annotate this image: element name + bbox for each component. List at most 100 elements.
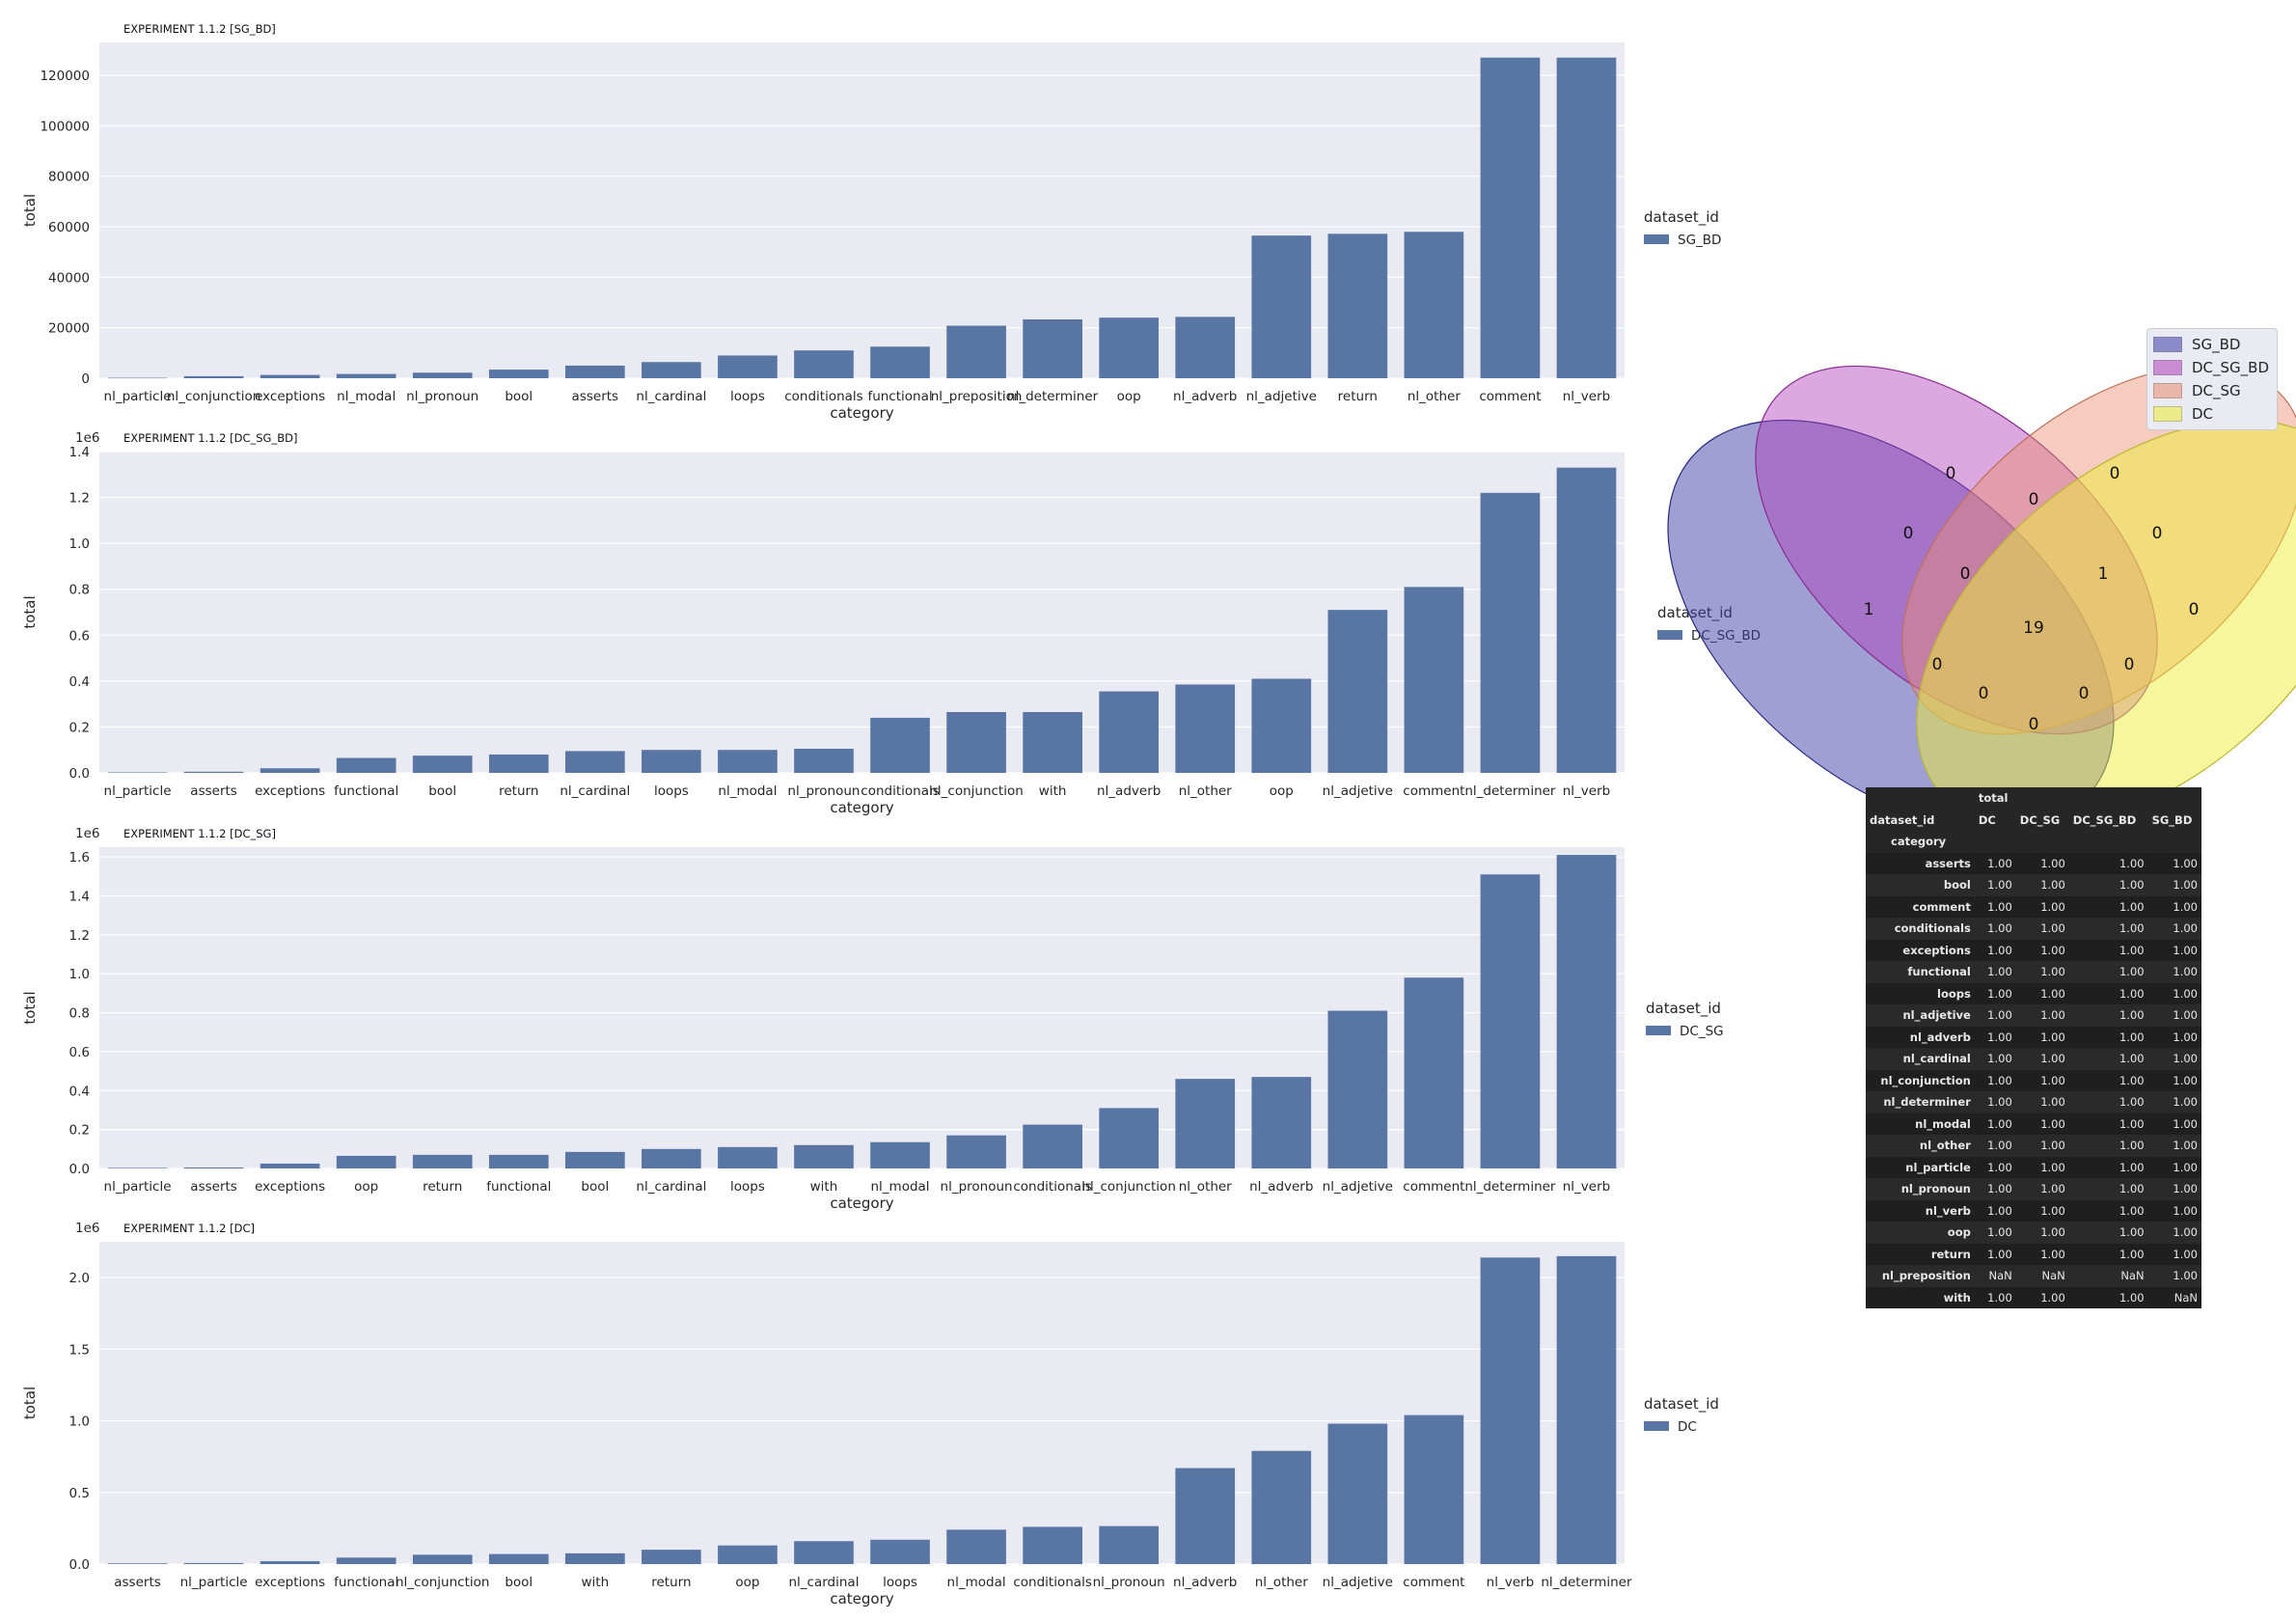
x-tick-label: comment [1479,389,1541,404]
table-row-label: conditionals [1866,918,1975,940]
table-cell: 1.00 [2068,918,2148,940]
table-cell: 1.00 [2015,939,2069,961]
bar [870,717,930,773]
table-cell: 1.00 [2147,1135,2201,1157]
table-cell: 1.00 [2147,895,2201,918]
bar [1023,1124,1082,1168]
table-cell: 1.00 [2015,1048,2069,1070]
x-tick-label: functional [334,1575,398,1590]
bar [183,771,244,773]
table-row-index-name: category [1866,831,1975,853]
legend-title: dataset_id [1644,208,1719,227]
table-cell: 1.00 [2015,1156,2069,1178]
bar [1480,492,1541,773]
y-tick-label: 0.6 [69,628,90,644]
table-cell: 1.00 [2015,874,2069,896]
table-cell: 1.00 [2147,1048,2201,1070]
bar [488,754,549,773]
bar [183,1562,244,1564]
x-tick-label: nl_particle [104,1179,172,1195]
x-tick-label: oop [735,1575,759,1590]
bar [642,1550,701,1564]
table-row: functional 1.00 1.00 1.00 1.00 [1866,961,2201,983]
y-tick-label: 0.8 [69,1006,90,1022]
table-row-label: nl_adverb [1866,1026,1975,1048]
x-tick-label: nl_modal [337,389,396,404]
table-cell: 1.00 [2147,1199,2201,1222]
table-cell: 1.00 [2068,1026,2148,1048]
y-tick-label: 0.2 [69,1123,90,1139]
table-cell: 1.00 [1974,1286,2016,1308]
x-tick-label: nl_adjetive [1246,389,1317,404]
table-row: nl_preposition NaN NaN NaN 1.00 [1866,1265,2201,1287]
venn-legend-label: SG_BD [2192,336,2241,353]
table-cell: 1.00 [2068,1156,2148,1178]
table-row: conditionals 1.00 1.00 1.00 1.00 [1866,918,2201,940]
table-row: loops 1.00 1.00 1.00 1.00 [1866,982,2201,1004]
bar [260,768,320,773]
table-cell: 1.00 [2015,982,2069,1004]
x-tick-label: bool [428,783,456,799]
table-cell: 1.00 [2147,918,2201,940]
table-cell: 1.00 [2068,982,2148,1004]
x-tick-label: nl_adjetive [1323,1575,1393,1590]
table-column-header: DC [1974,809,2016,831]
table-cell: 1.00 [2068,1004,2148,1027]
table-cell: 1.00 [2068,1048,2148,1070]
legend-entry: DC [1678,1419,1697,1435]
table-cell: 1.00 [2068,961,2148,983]
table-cell: 1.00 [1974,1199,2016,1222]
table-row: exceptions 1.00 1.00 1.00 1.00 [1866,939,2201,961]
x-tick-label: nl_pronoun [787,783,860,799]
table-index-name: dataset_id [1866,809,1975,831]
legend-entry: DC_SG_BD [1691,628,1761,644]
x-tick-label: loops [654,783,689,799]
venn-legend-item: DC_SG_BD [2153,356,2271,379]
bar [1556,57,1617,378]
bar [260,1163,320,1168]
venn-legend: SG_BD DC_SG_BD DC_SG DC [2146,328,2278,430]
table-cell: 1.00 [2068,1222,2148,1244]
bar [183,375,244,378]
table-group-header-row: total [1866,787,2201,810]
x-tick-label: return [651,1575,691,1590]
x-tick-label: nl_adjetive [1323,1179,1393,1195]
x-axis-label: category [830,404,893,422]
bar [336,1155,396,1168]
bar [1556,1255,1617,1564]
bar [1480,1257,1541,1564]
x-tick-label: nl_conjunction [167,389,260,404]
bar [564,1151,625,1168]
table-cell: 1.00 [2015,1113,2069,1135]
y-tick-label: 0.4 [69,674,90,690]
table-row: return 1.00 1.00 1.00 1.00 [1866,1243,2201,1265]
bar [1175,684,1236,773]
table-row: nl_pronoun 1.00 1.00 1.00 1.00 [1866,1178,2201,1200]
table-corner [1866,787,1975,810]
scale-label: 1e6 [75,826,99,841]
x-axis-label: category [830,1195,893,1212]
table-row-label: bool [1866,874,1975,896]
table-cell: 1.00 [2068,1113,2148,1135]
table-cell: 1.00 [2068,1135,2148,1157]
bar [1480,874,1541,1168]
table-cell: 1.00 [1974,1156,2016,1178]
table-cell: 1.00 [2147,1178,2201,1200]
bar [260,374,320,378]
legend-swatch [1646,1026,1671,1035]
x-tick-label: nl_other [1408,389,1461,404]
venn-legend-item: DC_SG [2153,379,2271,402]
table-cell: 1.00 [2147,939,2201,961]
x-tick-label: with [581,1575,609,1590]
bar [1251,678,1312,773]
table-cell: 1.00 [1974,1091,2016,1113]
y-tick-label: 60000 [48,220,90,235]
table-row-label: oop [1866,1222,1975,1244]
table-row: nl_determiner 1.00 1.00 1.00 1.00 [1866,1091,2201,1113]
bar [1327,234,1388,378]
x-tick-label: nl_verb [1563,389,1610,404]
legend-entry: SG_BD [1678,233,1721,248]
x-tick-label: nl_adverb [1249,1179,1313,1195]
table-row-label: nl_determiner [1866,1091,1975,1113]
